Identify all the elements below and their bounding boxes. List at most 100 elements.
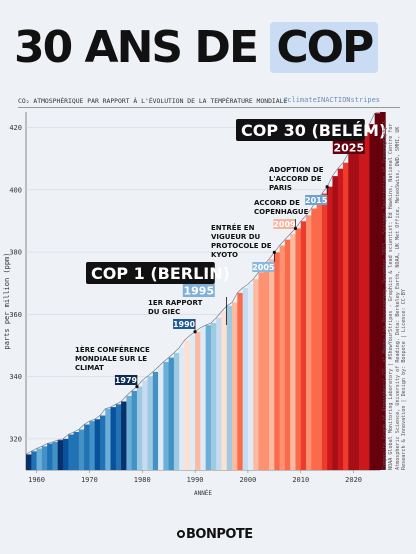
- stripe-bar: [41, 446, 48, 470]
- stripe-bar: [179, 347, 185, 470]
- annotation-text: L'ACCORD DE: [269, 175, 322, 183]
- stripe-bar: [99, 415, 106, 470]
- stripe-bar: [380, 112, 386, 470]
- stripe-bar: [62, 438, 69, 470]
- annotation-text: CLIMAT: [75, 364, 104, 372]
- stripe-bar: [163, 361, 170, 470]
- annotation-point: [193, 330, 197, 334]
- stripe-bar: [348, 153, 354, 470]
- year-badge: [332, 141, 365, 154]
- stripe-bar: [279, 245, 286, 470]
- stripe-bar: [158, 366, 164, 470]
- stripe-bar: [332, 176, 339, 470]
- year-badge: [114, 375, 137, 385]
- stripe-bar: [337, 168, 344, 470]
- stripe-bar: [374, 113, 381, 471]
- y-axis-label: parts per million (ppm): [3, 253, 11, 350]
- annotation-text: ADOPTION DE: [269, 166, 324, 174]
- annotation-point: [272, 250, 276, 254]
- stripe-bar: [168, 357, 175, 470]
- annotation-title: COP 1 (BERLIN): [91, 264, 230, 283]
- stripe-bar: [31, 451, 37, 470]
- y-tick-label: 380: [9, 249, 22, 257]
- annotation-text: VIGUEUR DU: [211, 233, 261, 241]
- annotation-point: [325, 185, 329, 189]
- stripe-bar: [311, 208, 317, 471]
- stripe-bar: [126, 395, 133, 470]
- annotation-text: KYOTO: [211, 251, 238, 259]
- stripe-bar: [26, 454, 32, 470]
- stripe-bar: [284, 239, 291, 470]
- stripe-bar: [84, 424, 90, 470]
- stripe-bar: [115, 404, 122, 470]
- x-tick-label: 2020: [345, 476, 362, 484]
- stripe-bar: [327, 186, 333, 470]
- year-badge: [182, 284, 215, 297]
- year-badge-label: 2025: [333, 142, 364, 155]
- annotation-text: ENTRÉE EN: [211, 223, 255, 232]
- y-tick-label: 340: [9, 373, 22, 381]
- stripe-bar: [195, 331, 201, 470]
- stripe-bar: [369, 124, 376, 470]
- stripe-bar: [105, 408, 111, 470]
- annotation-point: [135, 384, 139, 389]
- stripe-bar: [306, 215, 312, 470]
- stripe-bar: [316, 200, 323, 471]
- x-axis-label: ANNÉE: [194, 489, 212, 497]
- stripe-bar: [189, 335, 196, 470]
- stripe-bar: [121, 401, 127, 470]
- x-tick-label: 1970: [81, 476, 98, 484]
- annotation-text: MONDIALE SUR LE: [75, 355, 147, 363]
- stripe-bar: [263, 264, 270, 470]
- y-tick-label: 320: [9, 435, 22, 443]
- header-divider: [18, 107, 400, 108]
- year-badge-label: 1990: [173, 320, 196, 329]
- stripe-bar: [210, 323, 217, 470]
- stripe-bar: [274, 252, 281, 470]
- stripe-bar: [47, 443, 53, 470]
- x-tick-label: 2010: [292, 476, 309, 484]
- stripe-bar: [142, 380, 148, 470]
- stripe-bar: [221, 311, 228, 470]
- stripe-bar: [36, 448, 43, 470]
- annotation-text: ACCORD DE: [254, 199, 300, 207]
- stripe-bar: [269, 259, 275, 470]
- x-tick-label: 1960: [28, 476, 45, 484]
- y-tick-label: 360: [9, 311, 22, 319]
- chart-subtitle: CO₂ ATMOSPHÉRIQUE PAR RAPPORT À L'ÉVOLUT…: [18, 97, 288, 105]
- stripe-bar: [300, 221, 307, 470]
- stripe-bar: [343, 162, 349, 470]
- page-title: 30 ANS DE COP: [14, 22, 379, 73]
- stripe-bar: [353, 145, 360, 471]
- year-badge-label: 2009: [273, 220, 296, 229]
- co2-curve: [25, 111, 381, 455]
- stripe-bar: [258, 272, 265, 470]
- annotation-box: [236, 119, 365, 141]
- annotation-title: COP 30 (BELÉM): [241, 121, 386, 140]
- year-badge-label: 2005: [252, 263, 275, 272]
- year-badge-label: 1995: [183, 285, 214, 298]
- x-tick-label: 2000: [239, 476, 256, 484]
- stripe-bar: [152, 371, 159, 470]
- stripe-bar: [200, 327, 207, 470]
- stripe-bar: [89, 421, 96, 470]
- y-tick-label: 400: [9, 186, 22, 194]
- stripe-bar: [147, 376, 154, 470]
- annotation-point: [293, 226, 298, 231]
- bonpote-logo: BONPOTE: [177, 527, 253, 542]
- stripe-bar: [247, 284, 254, 470]
- stripe-bar: [57, 440, 64, 470]
- stripe-bar: [242, 287, 249, 470]
- annotation-box: [86, 262, 215, 284]
- title-highlight: COP: [270, 22, 379, 73]
- year-badge: [273, 219, 296, 229]
- stripe-bar: [295, 228, 302, 470]
- stripe-bar: [290, 234, 296, 470]
- stripe-bar: [173, 352, 180, 470]
- stripe-bar: [226, 305, 233, 470]
- credits-text: Composite Graph of Atmospheric CO₂ at Ma…: [382, 120, 408, 470]
- stripe-bar: [52, 441, 59, 470]
- stripe-bar: [232, 302, 238, 470]
- hashtag: #climateINACTIONstripes: [283, 96, 380, 104]
